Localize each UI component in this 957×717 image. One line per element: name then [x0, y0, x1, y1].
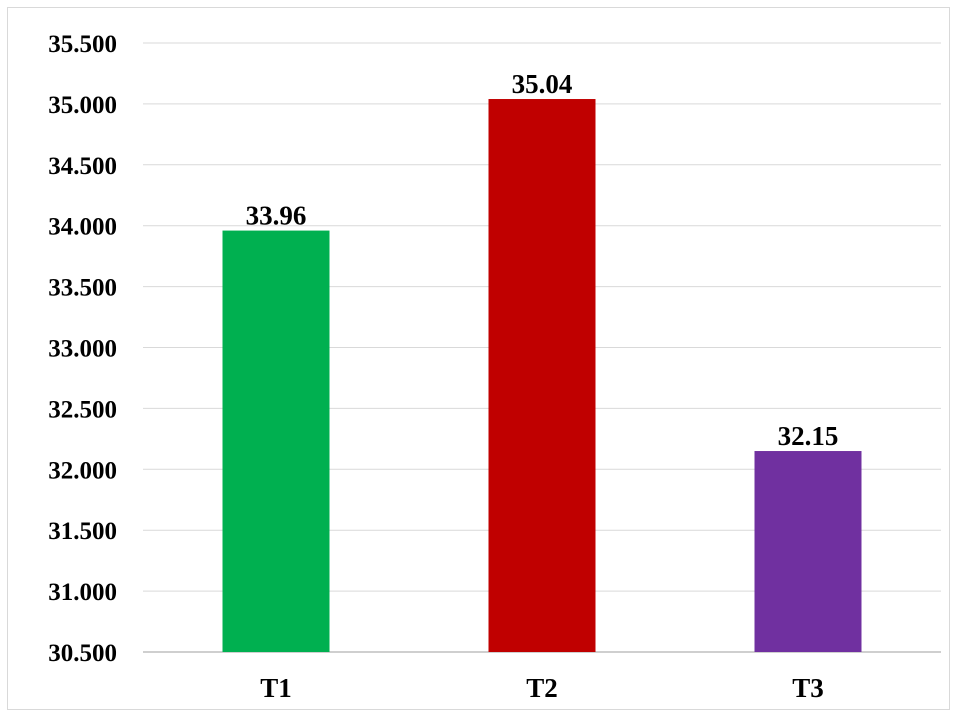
bar-t2	[488, 99, 596, 652]
y-tick-label: 35.500	[48, 31, 117, 58]
y-tick-label: 33.000	[48, 336, 117, 363]
bar-t3	[754, 451, 862, 652]
data-label-t3: 32.15	[778, 421, 839, 451]
x-tick-label-t2: T2	[526, 673, 558, 703]
y-tick-label: 31.000	[48, 579, 117, 606]
y-tick-label: 32.000	[48, 457, 117, 484]
bar-t1	[222, 230, 330, 652]
data-labels: 33.96 35.04 32.15	[246, 69, 839, 451]
x-axis-tick-labels: T1 T2 T3	[260, 673, 824, 703]
y-tick-label: 34.500	[48, 153, 117, 180]
data-label-t2: 35.04	[512, 69, 573, 99]
y-tick-label: 34.000	[48, 214, 117, 241]
y-tick-label: 35.000	[48, 92, 117, 119]
y-tick-label: 33.500	[48, 275, 117, 302]
y-tick-label: 31.500	[48, 518, 117, 545]
y-tick-label: 30.500	[48, 640, 117, 667]
data-label-t1: 33.96	[246, 201, 307, 231]
x-tick-label-t3: T3	[792, 673, 824, 703]
y-tick-label: 32.500	[48, 396, 117, 423]
x-tick-label-t1: T1	[260, 673, 292, 703]
y-axis-tick-labels: 30.500 31.000 31.500 32.000 32.500 33.000 33.5…	[48, 31, 117, 667]
bars	[222, 99, 862, 652]
